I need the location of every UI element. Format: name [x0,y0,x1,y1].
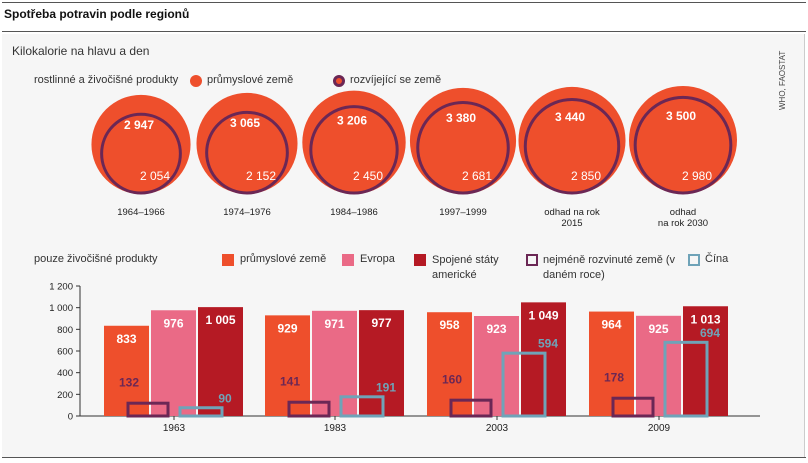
bubble-developing-ring [633,95,733,195]
bar-china [663,340,709,418]
bar-usa-value: 977 [371,316,391,330]
bar-europe-value: 925 [648,322,668,336]
bar-industrial-value: 964 [601,318,621,332]
legend-europe-label: Evropa [360,253,395,265]
bar-least-developed-value: 178 [604,371,624,385]
legend-usa-label: Spojené státy americké [432,254,499,281]
bubble-industrial-value: 3 500 [666,109,696,123]
bar-industrial-value: 833 [116,332,136,346]
bar-europe [312,310,357,416]
legend-developing-ring-icon [333,75,345,87]
legend-least-developed-label: nejméně rozvinuté země (v daném roce) [543,254,676,281]
legend-industrial-dot-icon [190,75,202,87]
bubble-period-label: odhad na rok 2030 [658,207,708,229]
bar-least-developed-value: 141 [280,375,300,389]
legend-industrial-square-icon [222,254,234,266]
bar-least-developed [287,400,331,418]
bubble-industrial [629,86,737,194]
chart-subtitle: Kilokalorie na hlavu a den [12,44,150,58]
y-tick-label: 400 [57,368,73,379]
bubble-industrial-value: 2 947 [124,118,154,132]
bubble-developing-ring [416,100,510,195]
legend-china-label: Čína [705,253,729,265]
bubble-period-label: odhad na rok 2015 [544,207,600,229]
bar-industrial [265,315,310,416]
bar-usa [198,307,243,416]
bubble-developing-value: 2 980 [682,169,712,183]
bar-chart-label: pouze živočišné produkty [34,253,158,265]
legend-least-developed-square-icon [526,254,538,266]
page-title: Spotřeba potravin podle regionů [4,7,190,21]
bubble-developing-value: 2 054 [140,169,170,183]
x-category-label: 2003 [486,423,509,434]
bubble-developing-value: 2 681 [462,169,492,183]
x-category-label: 2009 [648,423,671,434]
bar-least-developed [126,401,170,418]
bubble-developing-value: 2 450 [353,169,383,183]
bar-china [178,406,224,418]
title-rule [2,31,806,32]
bar-least-developed [449,398,493,418]
top-rule [2,2,806,3]
bubble-industrial-value: 3 440 [555,110,585,124]
bubble-developing-ring [309,105,399,195]
bar-china [501,351,547,418]
y-tick-label: 1 000 [49,303,73,314]
bar-least-developed-value: 132 [119,376,139,390]
bubble-developing-ring [100,112,182,195]
bubble-developing-ring [205,110,289,195]
legend-industrial-label: průmyslové země [207,74,294,86]
bar-europe-value: 971 [324,317,344,331]
bar-china-value: 90 [218,391,232,405]
bar-usa-value: 1 005 [205,313,235,327]
bubble-industrial [409,87,517,194]
bar-usa-value: 1 049 [528,308,558,322]
bubble-chart-label: rostlinné a živočišné produkty [34,74,179,86]
bar-europe [151,310,196,416]
legend-china-square-icon [688,254,700,266]
bubble-developing-value: 2 152 [246,169,276,183]
bar-china-value: 694 [700,326,720,340]
legend-bar-industrial-label: průmyslové země [240,253,327,265]
bar-usa-value: 1 013 [690,312,720,326]
bubble-period-label: 1964–1966 [117,207,165,218]
bubble-industrial-value: 3 206 [337,114,367,128]
legend-developing-label: rozvíjející se země [350,74,442,86]
x-category-label: 1983 [324,423,347,434]
bar-europe-value: 923 [486,322,506,336]
bar-least-developed-value: 160 [442,373,462,387]
y-tick-label: 600 [57,347,73,358]
bubble-period-label: 1997–1999 [439,207,487,218]
y-tick-label: 200 [57,390,73,401]
bar-china-value: 191 [376,380,396,394]
bar-industrial [104,325,149,416]
bar-china-value: 594 [538,337,558,351]
bubble-industrial [196,92,298,194]
y-tick-label: 800 [57,325,73,336]
bottom-rule [2,457,806,458]
bar-europe-value: 976 [163,316,183,330]
bubble-developing-ring [523,98,621,195]
y-tick-label: 1 200 [49,282,73,293]
bar-china [339,395,385,418]
y-tick-label: 0 [68,412,73,423]
bubble-industrial-value: 3 380 [446,111,476,125]
bubble-industrial [518,86,626,194]
bar-least-developed [611,396,655,418]
bubble-period-label: 1974–1976 [223,207,271,218]
legend-europe-square-icon [342,254,354,266]
bubble-developing-value: 2 850 [571,169,601,183]
x-category-label: 1963 [163,423,186,434]
bubble-industrial-value: 3 065 [230,116,260,130]
bar-industrial-value: 929 [277,321,297,335]
bar-industrial-value: 958 [439,318,459,332]
legend-usa-square-icon [414,254,426,266]
bubble-industrial [91,94,191,194]
bubble-period-label: 1984–1986 [330,207,378,218]
